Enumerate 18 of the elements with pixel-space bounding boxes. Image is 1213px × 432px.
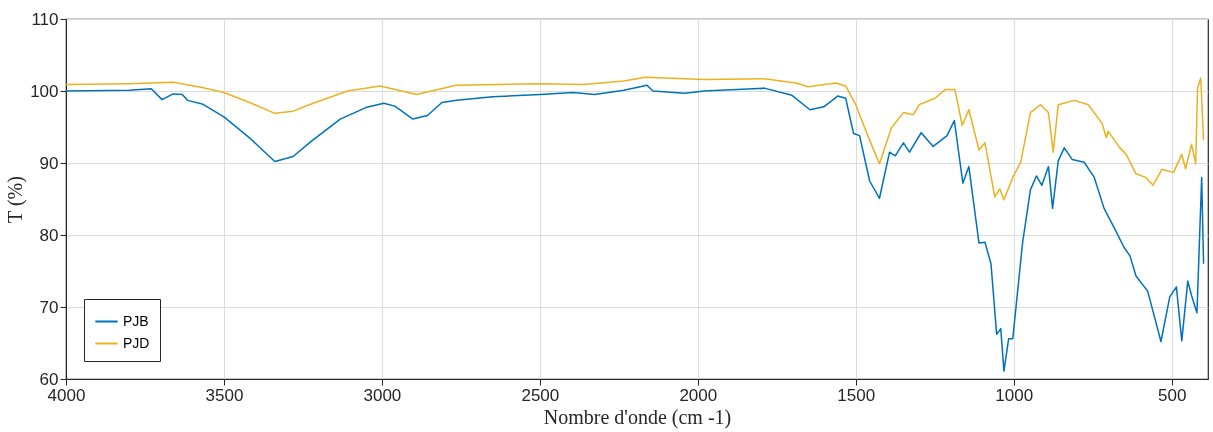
x-tick-label: 500 [1157,385,1187,405]
legend-label: PJB [123,312,149,329]
line-series [65,76,1205,201]
x-tick-label: 2000 [679,385,718,405]
legend-label: PJD [123,334,150,351]
x-tick-label: 3000 [363,385,402,405]
y-tick-label: 80 [39,225,59,245]
x-tick-label: 1000 [995,385,1034,405]
line-series [65,84,1205,372]
x-axis-title: Nombre d'onde (cm -1) [543,405,732,429]
y-tick-label: 90 [39,153,59,173]
x-tick-label: 1500 [837,385,876,405]
y-tick-label: 110 [31,9,59,29]
y-tick-label: 70 [39,297,59,317]
y-tick-label: 100 [30,81,59,101]
y-axis-title: T (%) [4,176,28,223]
x-tick-label: 3500 [205,385,244,405]
x-tick-label: 2500 [521,385,560,405]
